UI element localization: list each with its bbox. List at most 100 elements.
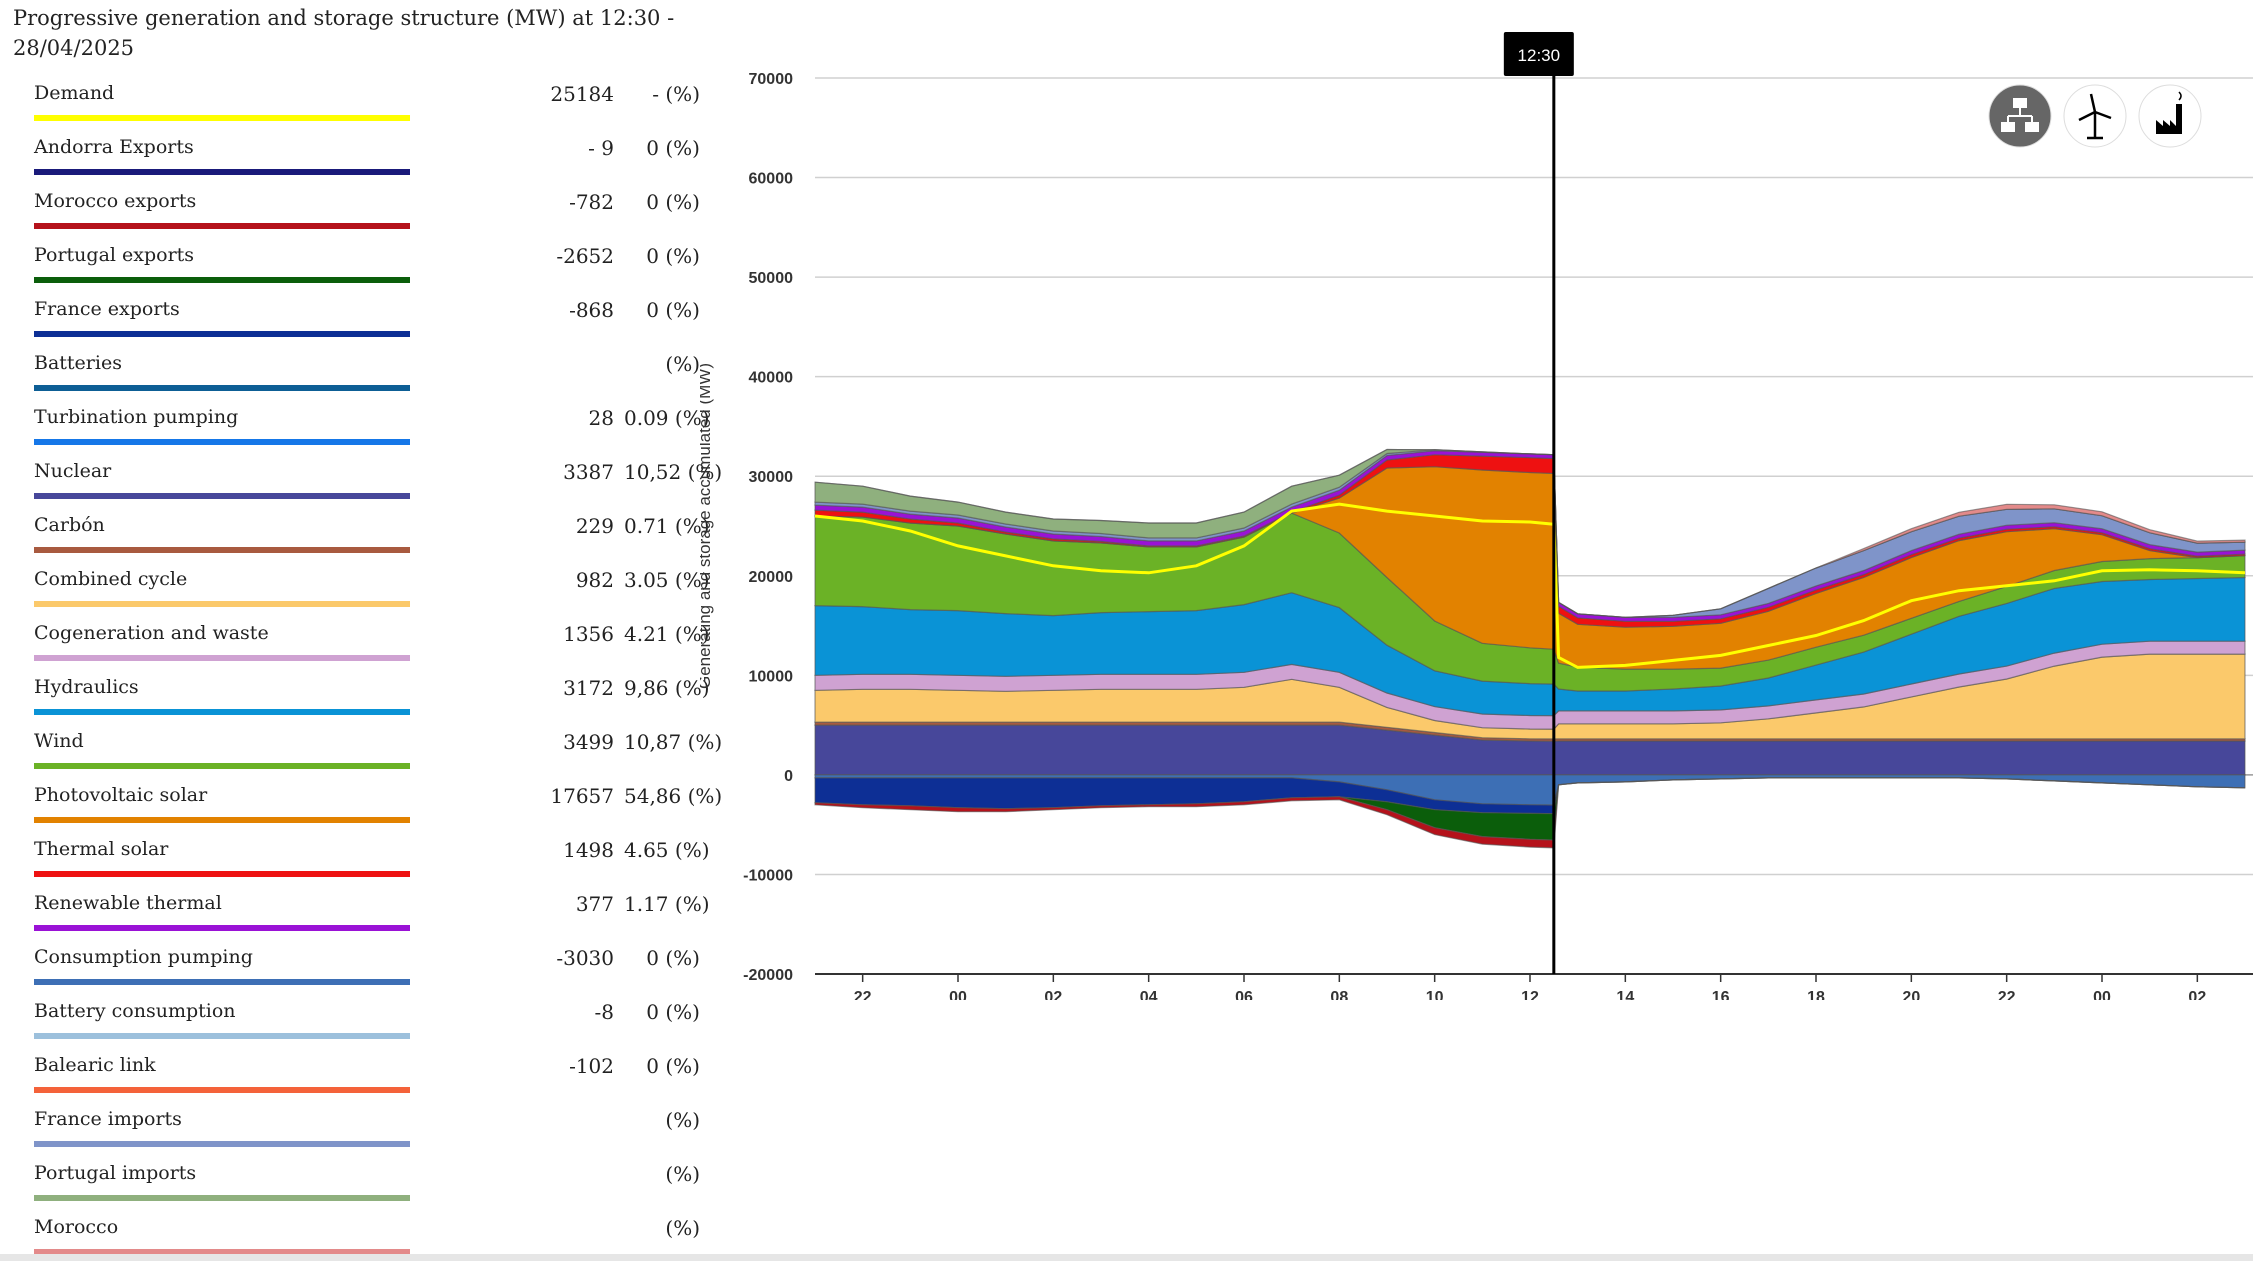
hierarchy-icon[interactable] — [1988, 84, 2052, 148]
legend-color-bar — [34, 169, 410, 175]
icon-part — [2007, 108, 2033, 122]
area-series — [814, 448, 2246, 849]
legend-value: 982 — [575, 568, 614, 592]
legend-color-bar — [34, 709, 410, 715]
legend-color-bar — [34, 979, 410, 985]
legend-item-france-imports[interactable]: France imports (%) — [34, 1104, 700, 1158]
legend-label: Battery consumption — [34, 1000, 236, 1022]
legend-item-demand[interactable]: Demand 25184 - (%) — [34, 78, 700, 132]
legend-color-bar — [34, 223, 410, 229]
legend-color-bar — [34, 817, 410, 823]
legend-color-bar — [34, 871, 410, 877]
legend-value: -3030 — [556, 946, 614, 970]
legend-item-cogeneration-and-waste[interactable]: Cogeneration and waste 1356 4.21 (%) — [34, 618, 710, 672]
legend-label: Nuclear — [34, 460, 112, 482]
factory-icon[interactable] — [2138, 84, 2202, 148]
legend-color-bar — [34, 493, 410, 499]
legend-value: -102 — [569, 1054, 614, 1078]
x-tick-label: 12 — [1521, 989, 1539, 1000]
legend-value: 3387 — [563, 460, 614, 484]
legend-color-bar — [34, 331, 410, 337]
icon-part — [2001, 122, 2015, 132]
legend-color-bar — [34, 115, 410, 121]
area-morocco-exports — [814, 777, 2246, 849]
legend-percent: 3.05 (%) — [624, 568, 710, 592]
legend-item-turbination-pumping[interactable]: Turbination pumping 28 0.09 (%) — [34, 402, 710, 456]
legend-percent: 0 (%) — [646, 298, 700, 322]
legend-percent: 0 (%) — [646, 244, 700, 268]
legend-color-bar — [34, 1195, 410, 1201]
x-tick-label: 16 — [1712, 989, 1730, 1000]
legend-item-battery-consumption[interactable]: Battery consumption -8 0 (%) — [34, 996, 700, 1050]
legend-label: Hydraulics — [34, 676, 139, 698]
legend-label: Batteries — [34, 352, 122, 374]
legend-label: Combined cycle — [34, 568, 188, 590]
legend-color-bar — [34, 547, 410, 553]
legend-item-renewable-thermal[interactable]: Renewable thermal 377 1.17 (%) — [34, 888, 710, 942]
x-tick-label: 10 — [1426, 989, 1444, 1000]
icon-circle — [2138, 84, 2202, 148]
legend-label: Andorra Exports — [34, 136, 194, 158]
legend-item-wind[interactable]: Wind 3499 10,87 (%) — [34, 726, 722, 780]
legend-value: 17657 — [550, 784, 614, 808]
legend-item-balearic-link[interactable]: Balearic link -102 0 (%) — [34, 1050, 700, 1104]
legend-color-bar — [34, 1087, 410, 1093]
legend-item-france-exports[interactable]: France exports -868 0 (%) — [34, 294, 700, 348]
legend-item-morocco[interactable]: Morocco (%) — [34, 1212, 700, 1266]
legend-label: Renewable thermal — [34, 892, 222, 914]
legend-color-bar — [34, 925, 410, 931]
legend-item-batteries[interactable]: Batteries (%) — [34, 348, 700, 402]
x-tick-label: 22 — [1998, 989, 2016, 1000]
legend-percent: 10,52 (%) — [624, 460, 723, 484]
legend-label: Carbón — [34, 514, 105, 536]
icon-part — [2025, 122, 2039, 132]
legend-label: Thermal solar — [34, 838, 169, 860]
legend-item-consumption-pumping[interactable]: Consumption pumping -3030 0 (%) — [34, 942, 700, 996]
legend-value: -782 — [569, 190, 614, 214]
y-tick-label: 20000 — [749, 569, 794, 586]
legend-item-morocco-exports[interactable]: Morocco exports -782 0 (%) — [34, 186, 700, 240]
icon-part — [2156, 104, 2182, 134]
legend-item-photovoltaic-solar[interactable]: Photovoltaic solar 17657 54,86 (%) — [34, 780, 722, 834]
legend-percent: 0 (%) — [646, 190, 700, 214]
legend-color-bar — [34, 601, 410, 607]
page-title: Progressive generation and storage struc… — [13, 6, 675, 60]
legend-item-andorra-exports[interactable]: Andorra Exports - 9 0 (%) — [34, 132, 700, 186]
legend-value: 1498 — [563, 838, 614, 862]
legend-value: -8 — [594, 1000, 614, 1024]
wind-turbine-icon[interactable] — [2063, 84, 2127, 148]
legend-color-bar — [34, 385, 410, 391]
time-cursor[interactable]: 12:30 — [1503, 32, 1574, 974]
legend-percent: - (%) — [652, 82, 700, 106]
legend-item-hydraulics[interactable]: Hydraulics 3172 9,86 (%) — [34, 672, 710, 726]
legend-item-thermal-solar[interactable]: Thermal solar 1498 4.65 (%) — [34, 834, 710, 888]
chart-svg: -20000 -10000 0 10000 20000 30000 40000 50000 60… — [700, 32, 2253, 1000]
y-tick-label: -10000 — [743, 867, 793, 884]
legend-label: Portugal imports — [34, 1162, 197, 1184]
legend-item-portugal-imports[interactable]: Portugal imports (%) — [34, 1158, 700, 1212]
legend-label: France exports — [34, 298, 180, 320]
legend-percent: 0 (%) — [646, 1000, 700, 1024]
y-tick-label: 50000 — [749, 270, 794, 287]
legend-item-combined-cycle[interactable]: Combined cycle 982 3.05 (%) — [34, 564, 710, 618]
x-tick-label: 02 — [1044, 989, 1062, 1000]
legend-value: 377 — [575, 892, 614, 916]
legend-item-portugal-exports[interactable]: Portugal exports -2652 0 (%) — [34, 240, 700, 294]
legend-percent: 10,87 (%) — [624, 730, 723, 754]
legend-color-bar — [34, 1249, 410, 1255]
legend-label: Consumption pumping — [34, 946, 253, 968]
legend-percent: 4.21 (%) — [624, 622, 710, 646]
legend-item-nuclear[interactable]: Nuclear 3387 10,52 (%) — [34, 456, 722, 510]
icon-part — [2178, 91, 2182, 101]
legend-label: Morocco exports — [34, 190, 197, 212]
legend-item-carb-n[interactable]: Carbón 229 0.71 (%) — [34, 510, 710, 564]
legend-percent: 0.71 (%) — [624, 514, 710, 538]
legend-value: 28 — [588, 406, 614, 430]
legend-percent: (%) — [665, 1162, 700, 1186]
horizontal-scrollbar[interactable] — [0, 1254, 2253, 1261]
x-tick-label: 00 — [2093, 989, 2111, 1000]
area-morocco — [814, 448, 2246, 618]
legend-label: Balearic link — [34, 1054, 156, 1076]
y-axis-label: Generating and storage accumulated (MW) — [700, 363, 714, 689]
